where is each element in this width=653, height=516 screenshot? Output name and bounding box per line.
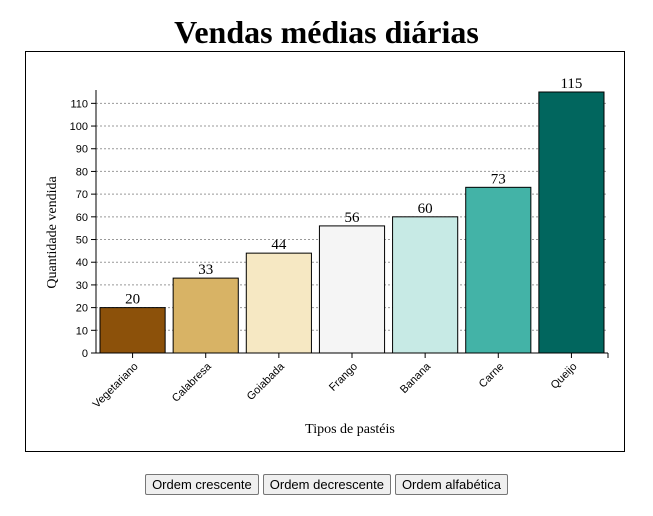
x-axis-title: Tipos de pastéis <box>305 422 395 437</box>
bar-goiabada <box>245 252 312 354</box>
value-label-carne: 73 <box>491 171 506 187</box>
x-axis-ticks: Vegetariano Calabresa Goiabada Frango Banana… <box>91 353 609 411</box>
bar-chart: 0 10 20 30 40 50 60 70 80 90 100 110 Vegetariano Cal… <box>45 76 609 437</box>
y-tick-label-20: 20 <box>76 303 88 315</box>
value-label-queijo: 115 <box>560 76 582 92</box>
y-tick-label-110: 110 <box>70 98 88 110</box>
bar-vegetariano <box>99 307 166 354</box>
y-tick-label-60: 60 <box>76 212 88 224</box>
y-tick-label-80: 80 <box>76 166 88 178</box>
y-tick-label-50: 50 <box>76 235 88 247</box>
value-labels: 20 33 44 56 60 73 115 <box>125 76 582 308</box>
value-label-goiabada: 44 <box>271 237 287 253</box>
x-tick-label-calabresa: Calabresa <box>170 360 215 405</box>
x-tick-label-frango: Frango <box>327 361 360 394</box>
y-tick-label-30: 30 <box>76 280 88 292</box>
y-tick-label-70: 70 <box>76 189 88 201</box>
x-tick-label-queijo: Queijo <box>549 361 580 392</box>
sort-controls: Ordem crescente Ordem decrescente Ordem … <box>0 474 653 495</box>
y-tick-label-90: 90 <box>76 144 88 156</box>
bars <box>99 91 605 354</box>
chart-title: Vendas médias diárias <box>174 14 479 50</box>
x-tick-label-vegetariano: Vegetariano <box>91 361 141 411</box>
bar-banana <box>392 216 459 354</box>
y-tick-label-10: 10 <box>76 325 88 337</box>
x-tick-label-goiabada: Goiabada <box>245 360 288 403</box>
y-tick-label-40: 40 <box>76 257 88 269</box>
sort-descending-button[interactable]: Ordem decrescente <box>262 474 391 495</box>
x-tick-label-carne: Carne <box>477 361 507 391</box>
sort-alphabetical-button[interactable]: Ordem alfabética <box>394 474 508 495</box>
value-label-frango: 56 <box>345 210 361 226</box>
y-tick-label-0: 0 <box>82 348 88 360</box>
value-label-calabresa: 33 <box>198 262 213 278</box>
chart-frame: 0 10 20 30 40 50 60 70 80 90 100 110 Vegetariano Cal… <box>25 51 625 452</box>
bar-carne <box>465 186 532 354</box>
y-tick-label-100: 100 <box>70 121 88 133</box>
y-axis-ticks: 0 10 20 30 40 50 60 70 80 90 100 110 <box>70 98 96 360</box>
sort-ascending-button[interactable]: Ordem crescente <box>145 474 259 495</box>
x-tick-label-banana: Banana <box>398 360 434 396</box>
bar-frango <box>318 225 386 354</box>
y-axis-title: Quantidade vendida <box>45 176 60 289</box>
value-label-banana: 60 <box>418 201 433 217</box>
value-label-vegetariano: 20 <box>125 292 140 308</box>
bar-calabresa <box>172 277 239 354</box>
bar-queijo <box>538 91 605 354</box>
